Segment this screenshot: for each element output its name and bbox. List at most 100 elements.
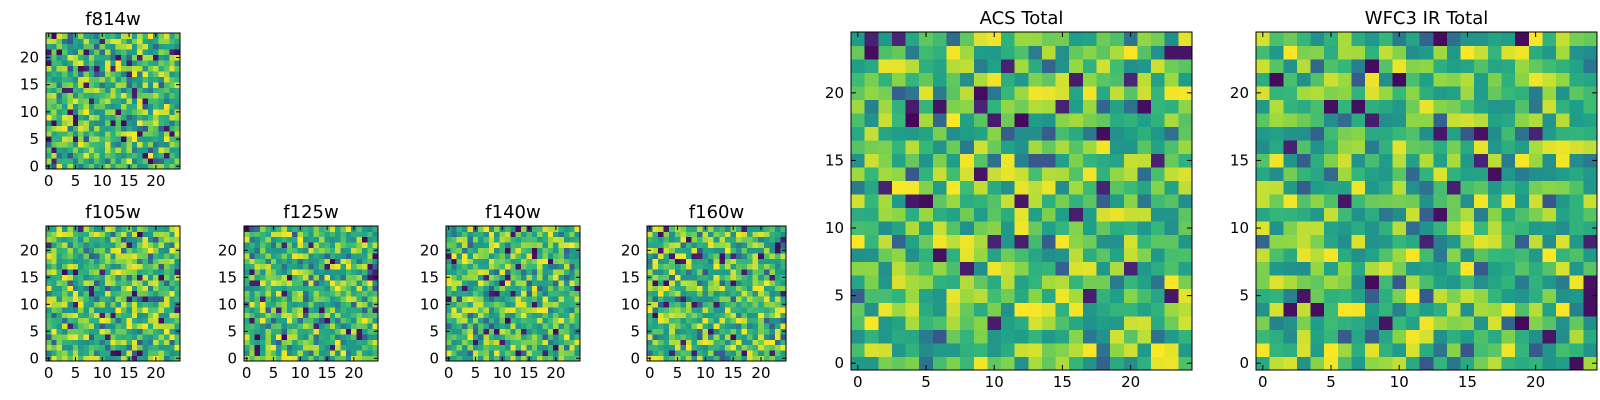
heatmap-cell xyxy=(292,236,298,243)
heatmap-cell xyxy=(483,339,490,346)
heatmap-cell xyxy=(115,296,122,302)
heatmap-cell xyxy=(265,274,272,281)
heatmap-cell xyxy=(1269,302,1284,317)
heatmap-cell xyxy=(769,307,776,313)
heatmap-cell xyxy=(747,236,753,243)
heatmap-cell xyxy=(1446,342,1461,357)
heatmap-cell xyxy=(356,269,363,275)
heatmap-cell xyxy=(521,226,527,232)
heatmap-cell xyxy=(1001,167,1016,182)
heatmap-cell xyxy=(1269,248,1284,263)
heatmap-cell xyxy=(1269,72,1284,87)
heatmap-cell xyxy=(56,38,63,45)
heatmap-cell xyxy=(1487,234,1502,249)
heatmap-cell xyxy=(302,350,309,356)
heatmap-cell xyxy=(905,275,920,290)
heatmap-cell xyxy=(1178,261,1193,276)
heatmap-cell xyxy=(446,231,452,238)
heatmap-cell xyxy=(158,242,165,248)
heatmap-cell xyxy=(758,253,765,259)
heatmap-cell xyxy=(708,280,715,286)
heatmap-cell xyxy=(1351,221,1366,236)
heatmap-cell xyxy=(758,274,765,281)
heatmap-cell xyxy=(1556,59,1571,73)
heatmap-cell xyxy=(1446,167,1461,182)
heatmap-cell xyxy=(652,253,659,259)
heatmap-cell xyxy=(46,141,52,148)
heatmap-cell xyxy=(1460,86,1475,100)
heatmap-cell xyxy=(1082,113,1097,127)
heatmap-cell xyxy=(56,317,63,324)
heatmap-cell xyxy=(62,280,68,286)
heatmap-cell xyxy=(1501,288,1516,303)
heatmap-cell xyxy=(286,247,293,254)
heatmap-cell xyxy=(1110,302,1125,317)
heatmap-cell xyxy=(345,226,352,232)
heatmap-cell xyxy=(769,226,776,232)
heatmap-cell xyxy=(1151,194,1166,209)
heatmap-cell xyxy=(1474,356,1489,371)
heatmap-cell xyxy=(504,350,511,356)
heatmap-cell xyxy=(329,334,336,340)
heatmap-cell xyxy=(973,207,988,222)
heatmap-cell xyxy=(752,317,759,324)
heatmap-cell xyxy=(335,301,341,308)
heatmap-cell xyxy=(254,258,261,265)
heatmap-cell xyxy=(67,43,74,50)
heatmap-cell xyxy=(340,258,347,265)
heatmap-cell xyxy=(663,247,670,254)
heatmap-cell xyxy=(153,49,159,56)
heatmap-cell xyxy=(158,92,165,99)
heatmap-cell xyxy=(932,315,947,330)
heatmap-cell xyxy=(1164,221,1179,236)
heatmap-cell xyxy=(1378,99,1393,114)
heatmap-cell xyxy=(126,328,133,335)
heatmap-cell xyxy=(488,231,495,238)
heatmap-cell xyxy=(78,269,84,275)
heatmap-cell xyxy=(864,207,879,222)
heatmap-cell xyxy=(1515,153,1530,168)
heatmap-cell xyxy=(574,253,581,259)
heatmap-cell xyxy=(878,167,893,182)
heatmap-cell xyxy=(46,114,52,121)
heatmap-cell xyxy=(553,339,559,346)
heatmap-cell xyxy=(163,158,170,164)
heatmap-cell xyxy=(735,355,742,362)
heatmap-cell xyxy=(510,231,517,238)
heatmap-cell xyxy=(1123,342,1138,357)
heatmap-cell xyxy=(774,274,781,281)
heatmap-cell xyxy=(142,71,149,77)
heatmap-cell xyxy=(658,301,665,308)
heatmap-cell xyxy=(110,355,117,362)
heatmap-cell xyxy=(472,307,479,313)
heatmap-cell xyxy=(115,226,122,232)
heatmap-cell xyxy=(335,258,341,265)
heatmap-cell xyxy=(708,263,715,270)
heatmap-cell xyxy=(691,290,698,297)
heatmap-cell xyxy=(99,280,106,286)
heatmap-cell xyxy=(758,350,765,356)
heatmap-cell xyxy=(281,242,288,248)
heatmap-cell xyxy=(1164,207,1179,222)
heatmap-cell xyxy=(919,72,934,87)
heatmap-cell xyxy=(451,274,458,281)
heatmap-cell xyxy=(62,301,68,308)
heatmap-cell xyxy=(1324,45,1339,60)
heatmap-cell xyxy=(1151,86,1166,100)
heatmap-cell xyxy=(1123,221,1138,236)
heatmap-cell xyxy=(851,99,865,114)
heatmap-cell xyxy=(446,242,452,248)
heatmap-cell xyxy=(1351,302,1366,317)
heatmap-cell xyxy=(131,54,138,61)
heatmap-cell xyxy=(563,263,570,270)
heatmap-cell xyxy=(131,274,138,281)
heatmap-cell xyxy=(1310,221,1325,236)
heatmap-cell xyxy=(685,323,692,329)
heatmap-cell xyxy=(1164,342,1179,357)
heatmap-cell xyxy=(1474,315,1489,330)
heatmap-cell xyxy=(531,226,538,232)
heatmap-cell xyxy=(569,290,575,297)
heatmap-cell xyxy=(163,231,170,238)
heatmap-cell xyxy=(763,301,770,308)
heatmap-cell xyxy=(137,258,143,265)
